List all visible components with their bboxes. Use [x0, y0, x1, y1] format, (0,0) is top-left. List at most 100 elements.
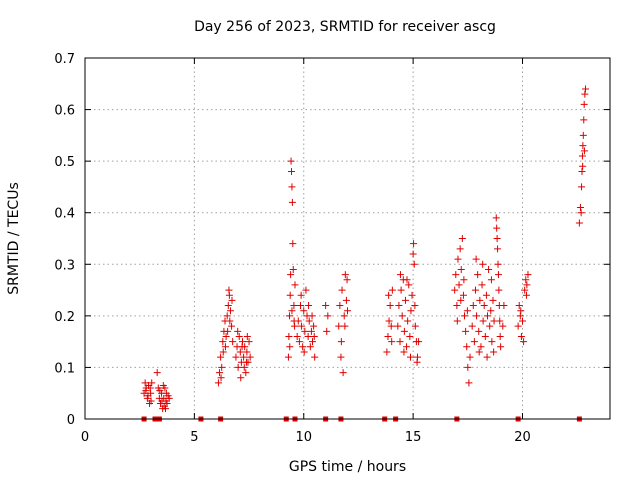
data-point [515, 302, 523, 310]
data-point [411, 302, 419, 310]
data-point [142, 387, 150, 395]
data-point [225, 286, 233, 294]
plot-frame [84, 57, 611, 420]
data-point [162, 389, 170, 397]
data-point [413, 358, 421, 366]
data-point [470, 338, 478, 346]
data-point [335, 322, 343, 330]
data-point [293, 332, 301, 340]
data-point [336, 302, 344, 310]
data-point [343, 276, 351, 284]
data-point [519, 317, 526, 325]
data-point [411, 322, 419, 330]
data-point [496, 332, 504, 340]
data-point [521, 286, 529, 294]
data-point [493, 235, 501, 242]
data-point [235, 332, 243, 340]
data-point [582, 85, 589, 93]
data-point [291, 281, 299, 289]
data-point [387, 322, 395, 330]
data-point [522, 276, 530, 284]
data-point [398, 312, 406, 320]
data-point [153, 369, 161, 377]
data-point [219, 338, 227, 346]
data-point [576, 204, 584, 212]
data-point [481, 332, 489, 340]
data-point [407, 353, 414, 361]
data-point [578, 167, 586, 175]
data-point [300, 307, 308, 315]
data-point [459, 291, 467, 299]
data-point [580, 116, 588, 124]
data-point [288, 307, 296, 315]
data-point [496, 317, 504, 325]
data-point [243, 332, 251, 340]
data-point [408, 291, 416, 299]
y-tick-label: 0.1 [54, 361, 75, 376]
data-point [409, 250, 417, 258]
x-axis-label: GPS time / hours [289, 459, 406, 475]
data-point [405, 281, 413, 289]
data-point [476, 296, 484, 304]
data-point [308, 312, 316, 320]
data-point [302, 286, 310, 294]
data-point [234, 363, 242, 371]
y-tick-label: 0.6 [54, 104, 75, 119]
data-point [579, 131, 587, 139]
data-point [485, 265, 493, 273]
data-point [290, 302, 298, 310]
data-point [301, 327, 309, 335]
data-point [234, 327, 242, 335]
data-point [304, 332, 312, 340]
data-point [452, 271, 460, 279]
data-point [232, 353, 240, 361]
data-point [237, 374, 245, 382]
data-point [322, 302, 330, 310]
data-point [243, 348, 251, 356]
data-point [522, 291, 530, 299]
y-tick-label: 0.2 [54, 310, 75, 325]
data-point [494, 271, 502, 279]
y-tick-label: 0.7 [54, 52, 75, 67]
data-point [310, 332, 318, 340]
data-point [460, 276, 468, 284]
data-point [489, 296, 497, 304]
data-point [483, 353, 491, 361]
data-point [404, 317, 412, 325]
data-point [287, 157, 295, 165]
data-point [219, 348, 227, 356]
data-point [240, 353, 248, 361]
y-tick-label: 0.5 [54, 155, 75, 170]
data-point [285, 332, 293, 340]
data-point [300, 348, 308, 356]
data-point [579, 162, 587, 170]
data-point [406, 332, 414, 340]
data-point [242, 358, 250, 366]
data-point [383, 348, 391, 356]
axis-ticks: 0 0.1 0.2 0.3 0.4 0.5 0.6 0.7 0 5 10 15 20 [54, 52, 610, 445]
data-point [580, 147, 588, 155]
grid-lines [85, 58, 610, 419]
data-point [385, 317, 393, 325]
data-point [473, 312, 481, 320]
data-point [296, 302, 304, 310]
data-point [466, 353, 474, 361]
data-point [146, 384, 154, 392]
data-point [148, 379, 156, 387]
data-point [310, 322, 318, 330]
data-point [453, 302, 461, 310]
data-point [475, 348, 483, 356]
data-point [462, 327, 470, 335]
data-point [305, 317, 313, 325]
data-point [578, 152, 586, 160]
x-tick-label: 5 [190, 430, 198, 445]
data-point [339, 369, 347, 377]
data-point [305, 302, 313, 310]
data-point [468, 322, 476, 330]
data-point [236, 348, 244, 356]
data-point [386, 302, 394, 310]
data-point [223, 312, 231, 320]
data-point [396, 338, 404, 346]
data-point [464, 363, 472, 371]
